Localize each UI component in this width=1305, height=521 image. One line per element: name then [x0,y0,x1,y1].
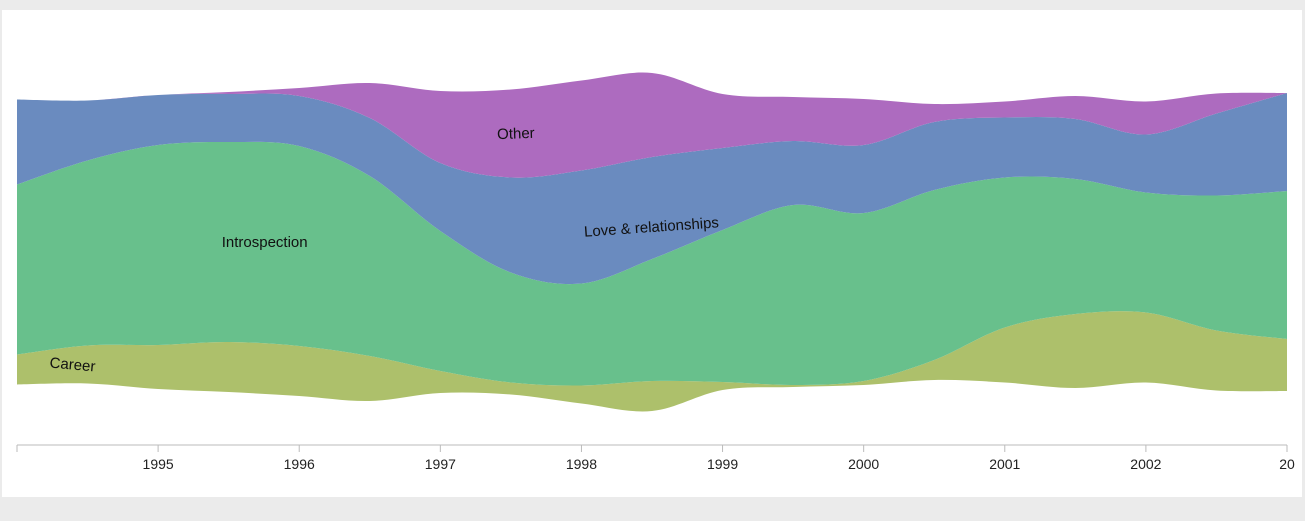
stream-label-other: Other [497,125,535,143]
x-tick-label: 2002 [1130,456,1161,472]
stream-career[interactable] [17,311,1287,412]
x-tick-label: 1995 [143,456,174,472]
x-tick-label: 2000 [848,456,879,472]
stream-introspection[interactable] [17,141,1287,386]
stream-love-relationships[interactable] [17,93,1287,285]
stream-label-career: Career [49,355,96,376]
x-tick-label: 1998 [566,456,597,472]
x-axis: 1995 1996 1997 1998 1999 2000 2001 2002 20 [16,444,1295,472]
stream-other[interactable] [17,72,1287,178]
x-tick-label: 1999 [707,456,738,472]
x-tick-label: 2001 [989,456,1020,472]
x-tick-label: 20 [1279,456,1295,472]
stream-layers [17,72,1287,412]
x-tick-label: 1996 [284,456,315,472]
stream-label-introspection: Introspection [222,234,308,251]
chart-card: Career Introspection Love & relationships O… [2,10,1302,497]
x-tick-label: 1997 [425,456,456,472]
